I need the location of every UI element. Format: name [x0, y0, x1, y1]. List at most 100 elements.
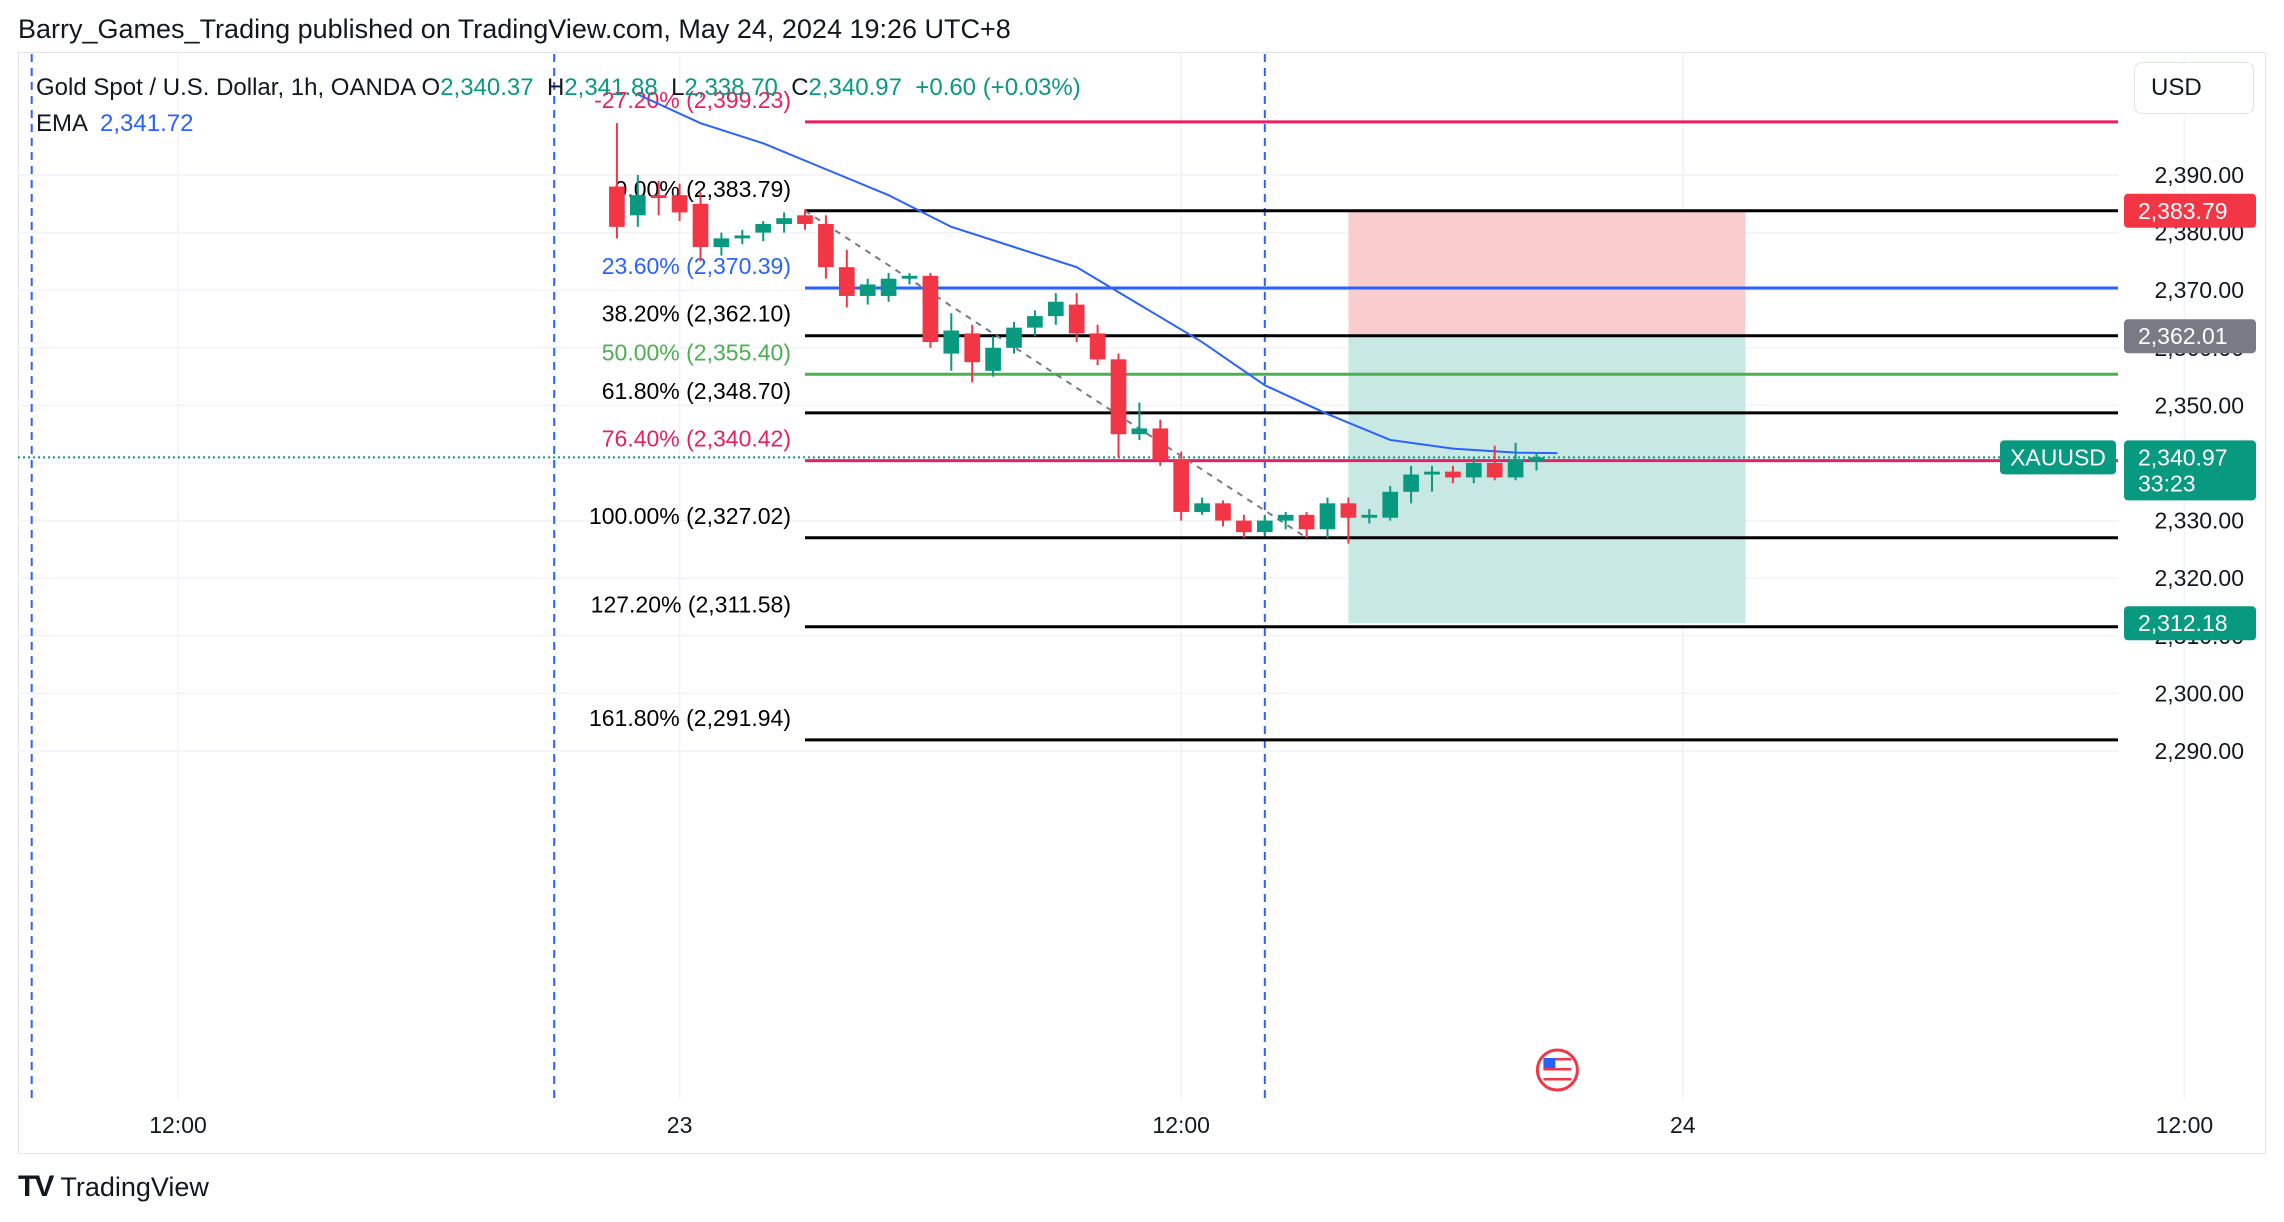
candle-up[interactable] [755, 221, 772, 242]
candle-down[interactable] [1486, 445, 1503, 481]
candle-body [1528, 457, 1545, 461]
candle-up[interactable] [629, 175, 646, 227]
candle-up[interactable] [1131, 402, 1148, 440]
candle-body [1068, 304, 1085, 334]
candle-up[interactable] [1507, 442, 1524, 481]
candle-up[interactable] [713, 232, 730, 256]
candle-up[interactable] [734, 229, 751, 245]
flag-stripe [1543, 1058, 1572, 1061]
candle-body [713, 238, 730, 247]
candle-body [650, 195, 667, 199]
legend-symbol[interactable]: Gold Spot / U.S. Dollar, 1h, OANDA [36, 74, 415, 101]
stop-loss-zone[interactable] [1348, 210, 1746, 337]
candle-down[interactable] [1089, 324, 1106, 366]
candle-body [692, 203, 709, 247]
legend-ema-row[interactable]: EMA 2,341.72 [36, 106, 1081, 142]
legend: Gold Spot / U.S. Dollar, 1h, OANDA O2,34… [36, 70, 1081, 142]
candle-up[interactable] [1047, 293, 1064, 325]
us-flag-event-icon[interactable] [1535, 1048, 1579, 1092]
flag-stripe [1543, 1078, 1572, 1081]
fib-level-label: 100.00% (2,327.02) [589, 503, 791, 529]
brand-name[interactable]: TradingView [60, 1171, 209, 1202]
candle-up[interactable] [943, 313, 960, 371]
candle-up[interactable] [1027, 310, 1043, 337]
price-tick-label: 2,330.00 [2154, 508, 2244, 534]
candle-body [609, 186, 625, 227]
candle-down[interactable] [1215, 500, 1231, 527]
flag-canton [1543, 1058, 1556, 1068]
candle-up[interactable] [859, 278, 876, 305]
candle-body [1445, 471, 1461, 478]
candle-down[interactable] [1152, 419, 1169, 466]
fib-trendline [804, 209, 1308, 539]
flag-stripe [1543, 1073, 1572, 1076]
symbol-tag-bg [2000, 440, 2116, 475]
candle-down[interactable] [650, 180, 667, 216]
candle-down[interactable] [1340, 497, 1357, 544]
candle-up[interactable] [1361, 509, 1378, 524]
chart-frame [18, 52, 2266, 1154]
legend-close-value: 2,340.97 [808, 74, 902, 101]
candle-body [629, 195, 646, 216]
candle-up[interactable] [1528, 452, 1545, 471]
price-badge[interactable]: 2,362.01 [2124, 319, 2256, 354]
candle-up[interactable] [985, 336, 1001, 377]
time-tick-label: 12:00 [2156, 1112, 2214, 1138]
currency-button[interactable]: USD [2134, 62, 2254, 114]
candle-up[interactable] [880, 272, 897, 302]
position-zones [1348, 210, 1746, 624]
candle-down[interactable] [609, 123, 625, 239]
candle-up[interactable] [1382, 486, 1399, 521]
candle-body [797, 215, 813, 224]
price-badge[interactable]: 2,383.79 [2124, 193, 2256, 228]
candle-body [1319, 503, 1336, 530]
candle-down[interactable] [964, 324, 981, 383]
candles [609, 123, 1545, 544]
candle-down[interactable] [838, 249, 855, 308]
candle-body [1173, 460, 1190, 512]
candle-up[interactable] [1256, 514, 1273, 535]
legend-ohlc-row: Gold Spot / U.S. Dollar, 1h, OANDA O2,34… [36, 70, 1081, 106]
candle-body [1298, 514, 1315, 530]
candle-down[interactable] [1173, 451, 1190, 521]
candle-body [985, 347, 1001, 371]
candle-body [1152, 428, 1169, 461]
candle-body [1277, 514, 1294, 521]
price-badge-bg [2124, 606, 2256, 641]
price-tick-label: 2,300.00 [2154, 680, 2244, 706]
candle-body [1236, 520, 1252, 533]
candle-up[interactable] [1277, 511, 1294, 530]
candle-down[interactable] [1236, 514, 1252, 538]
candle-up[interactable] [1006, 321, 1022, 354]
time-tick-label: 24 [1670, 1112, 1696, 1138]
ema-line[interactable] [637, 93, 1558, 455]
candle-down[interactable] [1068, 293, 1085, 343]
candle-up[interactable] [776, 212, 792, 233]
candle-up[interactable] [901, 272, 918, 285]
candle-down[interactable] [1298, 511, 1315, 538]
candle-down[interactable] [797, 209, 813, 230]
price-badge[interactable]: 2,312.18 [2124, 606, 2256, 641]
candle-down[interactable] [671, 183, 688, 222]
fib-trend-line[interactable] [804, 209, 1308, 539]
candle-down[interactable] [692, 192, 709, 262]
legend-open-value: 2,340.37 [440, 74, 534, 101]
fib-level-label: 76.40% (2,340.42) [602, 426, 791, 452]
candle-up[interactable] [1319, 497, 1336, 538]
tradingview-logo-icon[interactable]: TV [18, 1170, 54, 1203]
candle-up[interactable] [1194, 497, 1210, 515]
candle-down[interactable] [1110, 353, 1127, 458]
time-tick-label: 12:00 [149, 1112, 207, 1138]
legend-high-value: 2,341.88 [564, 74, 658, 101]
price-badge-countdown: 33:23 [2138, 470, 2196, 496]
candle-up[interactable] [1403, 465, 1419, 504]
legend-ema-label: EMA [36, 110, 87, 137]
legend-open-label: O [421, 74, 441, 101]
candle-down[interactable] [922, 272, 939, 348]
candle-up[interactable] [1465, 457, 1482, 484]
candle-down[interactable] [818, 215, 834, 279]
candle-up[interactable] [1424, 465, 1440, 492]
candle-down[interactable] [1445, 465, 1461, 484]
